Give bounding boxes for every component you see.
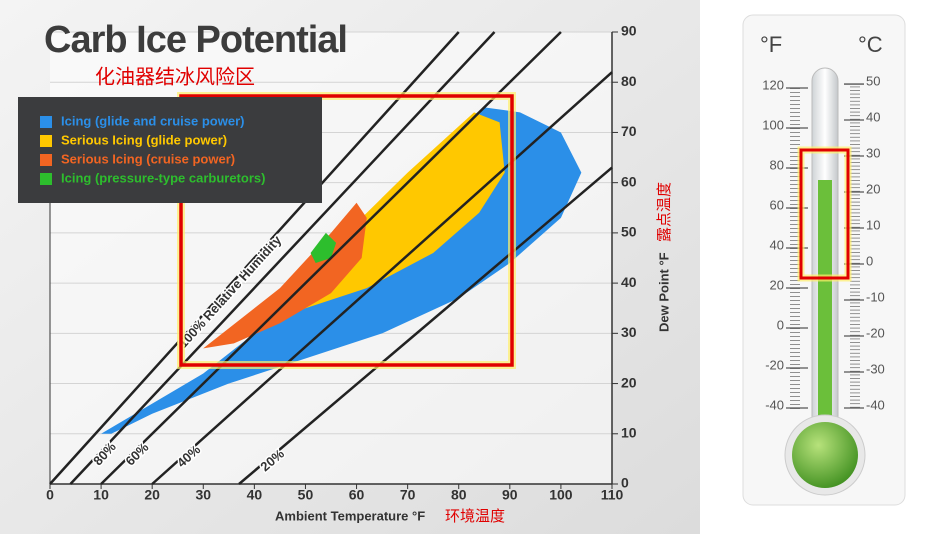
legend-swatch <box>40 173 52 185</box>
minor-ticks <box>850 84 860 409</box>
y2-tick-label: 40 <box>866 109 880 124</box>
y2-tick-label: 50 <box>866 73 880 88</box>
unit-label: °F <box>760 32 782 57</box>
x-tick-label: 50 <box>298 487 314 503</box>
y-axis-label-cn: 露点温度 <box>656 182 673 242</box>
y-tick-label: 100 <box>762 117 784 132</box>
x-tick-label: 90 <box>502 487 518 503</box>
y-tick-label: 80 <box>621 73 637 89</box>
y-tick-label: 70 <box>621 123 637 139</box>
y2-tick-label: 10 <box>866 217 880 232</box>
legend-label: Serious Icing (glide power) <box>61 132 227 147</box>
y-tick-label: 10 <box>621 424 637 440</box>
humidity-line <box>100 31 562 485</box>
y-tick-label: 20 <box>770 277 784 292</box>
x-axis-label-cn: 环境温度 <box>445 507 505 525</box>
x-tick-label: 110 <box>601 487 624 503</box>
x-tick-label: 0 <box>46 487 54 503</box>
x-tick-label: 100 <box>549 487 573 503</box>
legend-swatch <box>40 154 52 166</box>
y2-tick-label: 0 <box>866 253 873 268</box>
y2-tick-label: -20 <box>866 325 885 340</box>
x-tick-label: 70 <box>400 487 416 503</box>
y-tick-label: -20 <box>765 357 784 372</box>
legend-label: Icing (glide and cruise power) <box>61 113 244 128</box>
subtitle: 化油器结冰风险区 <box>95 65 255 88</box>
y-tick-label: 60 <box>621 173 637 189</box>
y-tick-label: -40 <box>765 397 784 412</box>
y2-tick-label: -10 <box>866 289 885 304</box>
y-tick-label: 30 <box>621 324 637 340</box>
bulb <box>792 422 858 488</box>
highlight-box <box>799 148 850 280</box>
y-axis-label: Dew Point °F <box>656 252 671 332</box>
legend-swatch <box>40 135 52 147</box>
y-tick-label: 60 <box>770 197 784 212</box>
y2-tick-label: 30 <box>866 145 880 160</box>
humidity-line <box>151 71 613 485</box>
legend-label: Icing (pressure-type carburetors) <box>61 170 265 185</box>
main-chart: 0 10 20 30 40 50 60 70 80 90 0 10 20 30 40 50 60 70 80 90 10… <box>18 19 673 525</box>
mercury <box>818 180 832 440</box>
y-tick-label: 40 <box>770 237 784 252</box>
legend-label: Serious Icing (cruise power) <box>61 151 235 166</box>
highlight-box <box>179 94 514 367</box>
unit-label: °C <box>858 32 883 57</box>
x-tick-label: 20 <box>144 487 160 503</box>
thermometer-chart: °F °C -40 -20 0 20 40 60 80 100 120 -40 -30 -20 -10 0 10… <box>742 14 906 506</box>
y-tick-label: 20 <box>621 374 637 390</box>
y2-tick-label: 20 <box>866 181 880 196</box>
x-axis-label: Ambient Temperature °F <box>275 508 425 523</box>
y-tick-label: 50 <box>621 224 637 240</box>
y-tick-label: 90 <box>621 23 637 39</box>
y-tick-label: 0 <box>777 317 784 332</box>
y2-tick-label: -30 <box>866 361 885 376</box>
humidity-line <box>69 31 496 485</box>
chart-title: Carb Ice Potential <box>44 19 347 61</box>
legend-swatch <box>40 116 52 128</box>
y-tick-label: 40 <box>621 274 637 290</box>
x-tick-label: 40 <box>247 487 263 503</box>
humidity-line <box>49 31 460 485</box>
region <box>310 232 337 264</box>
x-tick-label: 10 <box>93 487 109 503</box>
y-tick-label: 0 <box>621 475 629 491</box>
y-tick-label: 120 <box>762 77 784 92</box>
x-tick-label: 60 <box>349 487 365 503</box>
y2-tick-label: -40 <box>866 397 885 412</box>
legend-box <box>18 97 322 203</box>
x-tick-label: 80 <box>451 487 467 503</box>
x-tick-label: 30 <box>195 487 211 503</box>
humidity-line <box>238 166 613 485</box>
y-tick-label: 80 <box>770 157 784 172</box>
